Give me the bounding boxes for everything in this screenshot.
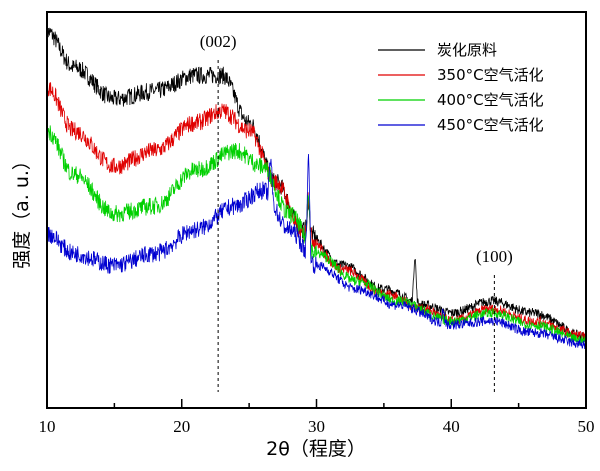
legend-label: 450°C空气活化 <box>437 116 544 134</box>
x-tick-label: 40 <box>443 417 460 436</box>
legend-label: 350°C空气活化 <box>437 66 544 84</box>
legend-label: 400°C空气活化 <box>437 91 544 109</box>
curves-layer <box>46 24 587 350</box>
y-axis-label: 强度（a. u.） <box>11 151 33 269</box>
legend-label: 炭化原料 <box>437 41 497 59</box>
legend: 炭化原料 350°C空气活化 400°C空气活化 450°C空气活化 <box>378 41 544 134</box>
series-line-0 <box>46 24 587 342</box>
series-line-2 <box>46 122 587 346</box>
x-tick-label: 20 <box>173 417 190 436</box>
peak-label: (100) <box>476 247 513 266</box>
series-line-1 <box>46 79 587 342</box>
series-line-3 <box>46 153 587 350</box>
x-tick-label: 50 <box>578 417 595 436</box>
x-tick-label: 10 <box>39 417 56 436</box>
peak-label: (002) <box>200 32 237 51</box>
x-axis-label: 2θ（程度） <box>266 438 366 460</box>
x-tick-label: 30 <box>308 417 325 436</box>
reference-lines: (002) (100) <box>200 32 513 392</box>
x-ticks: 10 20 30 40 50 <box>39 399 595 436</box>
